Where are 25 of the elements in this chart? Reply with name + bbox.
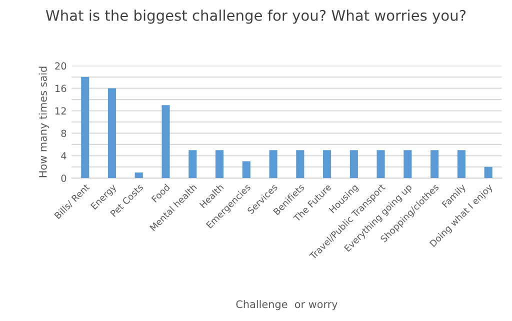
y-tick-label: 16: [56, 84, 66, 92]
bar: [323, 150, 332, 178]
chart-title: What is the biggest challenge for you? What worries you?: [46, 10, 466, 24]
bar: [484, 166, 492, 178]
bar: [269, 150, 278, 178]
bar: [108, 88, 116, 178]
bar: [242, 161, 250, 178]
y-tick-label: 8: [61, 130, 66, 138]
bar: [215, 150, 224, 178]
bar: [457, 150, 466, 178]
bar: [404, 150, 412, 178]
bar: [162, 105, 170, 178]
y-axis-title: How many times said: [38, 66, 49, 178]
x-axis-title: Challenge or worry: [236, 300, 338, 310]
bar: [296, 150, 304, 178]
y-tick-label: 12: [56, 107, 66, 114]
bar: [376, 150, 385, 178]
y-tick-label: 4: [61, 152, 66, 160]
bar: [188, 150, 197, 178]
y-tick-label: 0: [61, 174, 66, 182]
bar: [350, 150, 358, 178]
bar: [81, 77, 90, 178]
y-tick-label: 20: [55, 62, 66, 70]
bar: [430, 150, 439, 178]
bar: [134, 172, 143, 178]
